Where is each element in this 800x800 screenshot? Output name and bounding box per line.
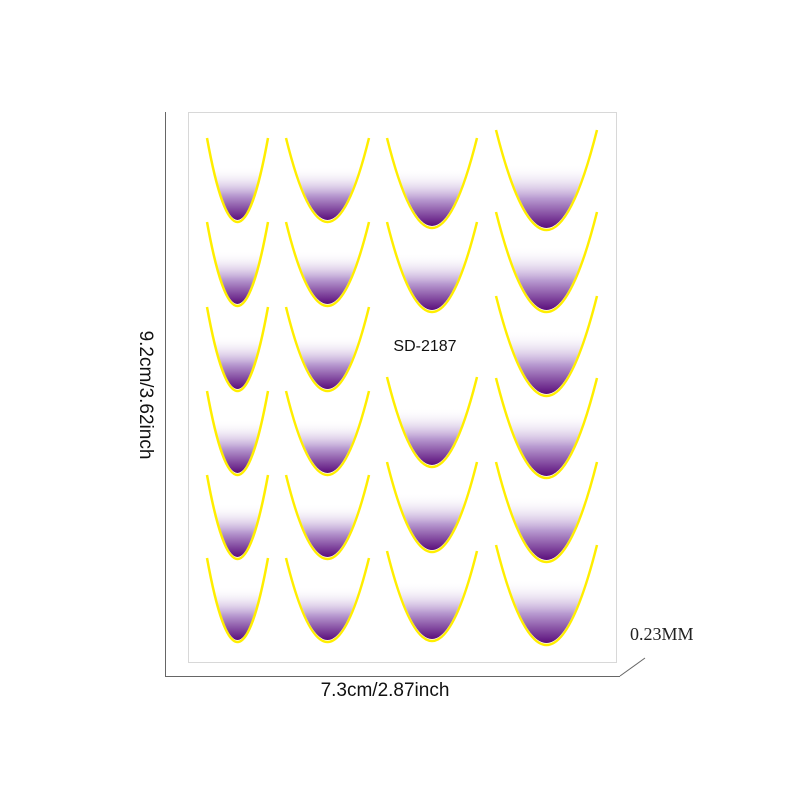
nail-sticker <box>284 557 371 643</box>
sticker-outline <box>494 544 599 647</box>
sticker-outline <box>385 221 479 313</box>
nail-sticker <box>284 137 371 223</box>
sticker-outline <box>284 557 371 643</box>
nail-sticker <box>284 306 371 392</box>
nail-sticker <box>494 544 599 647</box>
nail-sticker <box>205 557 270 644</box>
height-label: 9.2cm/3.62inch <box>135 330 156 460</box>
nail-sticker <box>284 390 371 476</box>
sticker-outline <box>284 306 371 392</box>
width-label: 7.3cm/2.87inch <box>320 680 450 701</box>
sticker-outline <box>385 550 479 642</box>
sticker-outline <box>284 137 371 223</box>
sticker-outline <box>284 390 371 476</box>
sticker-outline <box>284 221 371 307</box>
thickness-label: 0.23MM <box>630 624 694 644</box>
nail-sticker <box>284 221 371 307</box>
sticker-grid <box>205 129 599 647</box>
sticker-outline <box>205 221 270 308</box>
nail-sticker <box>205 221 270 308</box>
nail-sticker <box>385 550 479 642</box>
product-code: SD-2187 <box>393 338 457 355</box>
sticker-outline <box>205 557 270 644</box>
nail-sticker <box>385 221 479 313</box>
thickness-pointer-line <box>619 657 646 677</box>
